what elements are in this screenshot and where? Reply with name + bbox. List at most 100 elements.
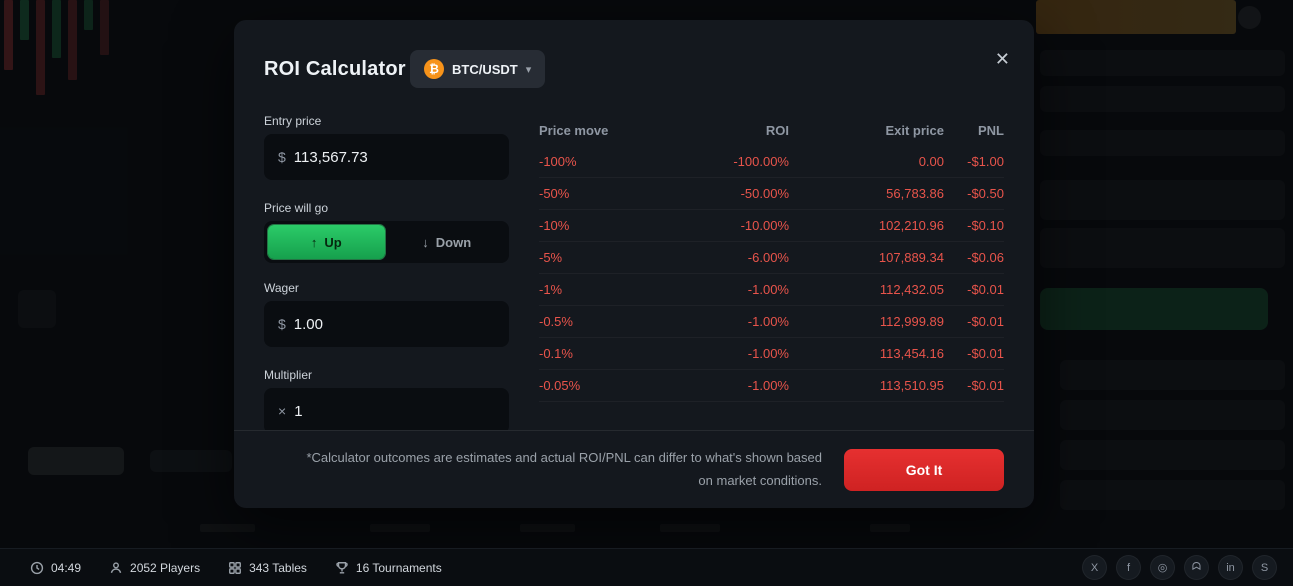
table-row: -1% -1.00% 112,432.05 -$0.01 bbox=[539, 274, 1004, 306]
cell-pnl: -$0.01 bbox=[967, 314, 1004, 329]
cell-roi: -1.00% bbox=[747, 346, 789, 361]
cell-pnl: -$0.01 bbox=[967, 346, 1004, 361]
cell-exit-price: 113,510.95 bbox=[879, 378, 944, 393]
status-bar: 04:49 2052 Players 343 Tables 16 Tournam… bbox=[0, 548, 1293, 586]
cell-exit-price: 56,783.86 bbox=[886, 186, 944, 201]
tables-label: 343 Tables bbox=[249, 560, 307, 575]
cell-roi: -100.00% bbox=[733, 154, 789, 169]
cell-roi: -10.00% bbox=[740, 218, 789, 233]
col-pnl: PNL bbox=[978, 122, 1004, 138]
cell-price-move: -0.1% bbox=[539, 346, 573, 361]
table-row: -50% -50.00% 56,783.86 -$0.50 bbox=[539, 178, 1004, 210]
direction-label: Price will go bbox=[264, 201, 329, 215]
modal-footer: *Calculator outcomes are estimates and a… bbox=[234, 431, 1034, 508]
cell-exit-price: 107,889.34 bbox=[878, 250, 944, 265]
cell-roi: -1.00% bbox=[747, 282, 789, 297]
pair-selector-dropdown[interactable]: ₿ BTC/USDT ▾ bbox=[410, 50, 546, 88]
table-row: -5% -6.00% 107,889.34 -$0.06 bbox=[539, 242, 1004, 274]
up-label: Up bbox=[324, 234, 342, 250]
wager-field[interactable]: $ 1.00 bbox=[264, 301, 509, 347]
arrow-up-icon: ↑ bbox=[310, 234, 318, 250]
multiplier-value: 1 bbox=[294, 402, 303, 420]
got-it-button[interactable]: Got It bbox=[844, 448, 1004, 491]
discord-icon[interactable]: ᗣ bbox=[1184, 555, 1209, 580]
players-label: 2052 Players bbox=[130, 560, 201, 575]
wager-value: 1.00 bbox=[293, 315, 323, 333]
calculator-form: Entry price $ 113,567.73 Price will go ↑… bbox=[264, 108, 509, 430]
cell-price-move: -1% bbox=[539, 282, 563, 297]
table-row: -0.1% -1.00% 113,454.16 -$0.01 bbox=[539, 338, 1004, 370]
cell-exit-price: 112,432.05 bbox=[879, 282, 944, 297]
dollar-prefix: $ bbox=[278, 316, 286, 332]
bitcoin-icon: ₿ bbox=[424, 59, 444, 79]
cell-roi: -1.00% bbox=[747, 378, 789, 393]
x-icon[interactable]: X bbox=[1082, 555, 1107, 580]
entry-price-value: 113,567.73 bbox=[293, 148, 368, 166]
disclaimer-text: *Calculator outcomes are estimates and a… bbox=[306, 447, 822, 491]
modal-body: Entry price $ 113,567.73 Price will go ↑… bbox=[234, 108, 1034, 430]
facebook-icon[interactable]: f bbox=[1116, 555, 1141, 580]
col-exit-price: Exit price bbox=[885, 122, 944, 138]
close-icon[interactable]: ✕ bbox=[994, 49, 1010, 69]
col-roi: ROI bbox=[765, 122, 789, 138]
direction-down-button[interactable]: ↓ Down bbox=[389, 225, 506, 259]
session-time: 04:49 bbox=[30, 561, 81, 575]
disclaimer-line1: *Calculator outcomes are estimates and a… bbox=[306, 450, 822, 466]
footer-divider bbox=[234, 430, 1034, 431]
direction-toggle: ↑ Up ↓ Down bbox=[264, 221, 509, 263]
steam-icon[interactable]: S bbox=[1252, 555, 1277, 580]
entry-price-label: Entry price bbox=[264, 114, 322, 128]
cell-exit-price: 0.00 bbox=[918, 154, 944, 169]
multiplier-prefix: × bbox=[278, 403, 287, 419]
cell-pnl: -$1.00 bbox=[967, 154, 1004, 169]
multiplier-field[interactable]: × 1 bbox=[264, 388, 509, 430]
tables-icon bbox=[228, 561, 242, 575]
arrow-down-icon: ↓ bbox=[422, 234, 429, 250]
cell-exit-price: 113,454.16 bbox=[879, 346, 944, 361]
cell-pnl: -$0.50 bbox=[967, 186, 1004, 201]
entry-price-field[interactable]: $ 113,567.73 bbox=[264, 134, 509, 180]
tournaments-count[interactable]: 16 Tournaments bbox=[335, 561, 442, 575]
cell-pnl: -$0.06 bbox=[967, 250, 1004, 265]
cell-price-move: -10% bbox=[539, 218, 570, 233]
cell-price-move: -100% bbox=[539, 154, 577, 169]
cell-pnl: -$0.01 bbox=[967, 282, 1004, 297]
table-row: -100% -100.00% 0.00 -$1.00 bbox=[539, 146, 1004, 178]
cell-exit-price: 112,999.89 bbox=[879, 314, 944, 329]
direction-up-button[interactable]: ↑ Up bbox=[268, 225, 385, 259]
clock-icon bbox=[30, 561, 44, 575]
instagram-icon[interactable]: ◎ bbox=[1150, 555, 1175, 580]
linkedin-icon[interactable]: in bbox=[1218, 555, 1243, 580]
pair-label: BTC/USDT bbox=[452, 61, 518, 77]
player-icon bbox=[109, 561, 123, 575]
roi-calculator-modal: ROI Calculator ₿ BTC/USDT ▾ ✕ Entry pric… bbox=[234, 20, 1034, 508]
wager-label: Wager bbox=[264, 281, 299, 295]
cell-price-move: -5% bbox=[539, 250, 563, 265]
cell-exit-price: 102,210.96 bbox=[878, 218, 944, 233]
cell-pnl: -$0.10 bbox=[967, 218, 1004, 233]
table-body: -100% -100.00% 0.00 -$1.00 -50% -50.00% … bbox=[539, 146, 1004, 402]
table-row: -10% -10.00% 102,210.96 -$0.10 bbox=[539, 210, 1004, 242]
roi-table: Price move ROI Exit price PNL -100% -100… bbox=[539, 120, 1004, 402]
modal-title: ROI Calculator bbox=[264, 58, 406, 80]
multiplier-label: Multiplier bbox=[264, 368, 313, 382]
col-price-move: Price move bbox=[539, 122, 609, 138]
table-header-row: Price move ROI Exit price PNL bbox=[539, 120, 1004, 140]
players-count[interactable]: 2052 Players bbox=[109, 561, 200, 575]
cell-roi: -50.00% bbox=[740, 186, 789, 201]
cell-price-move: -0.05% bbox=[539, 378, 581, 393]
social-links: X f ◎ ᗣ in S bbox=[1082, 555, 1277, 580]
cell-pnl: -$0.01 bbox=[967, 378, 1004, 393]
tournaments-label: 16 Tournaments bbox=[355, 560, 442, 575]
table-row: -0.5% -1.00% 112,999.89 -$0.01 bbox=[539, 306, 1004, 338]
cell-roi: -6.00% bbox=[747, 250, 789, 265]
disclaimer-line2: on market conditions. bbox=[698, 472, 822, 488]
cell-roi: -1.00% bbox=[747, 314, 789, 329]
time-label: 04:49 bbox=[51, 560, 82, 575]
tournaments-icon bbox=[335, 561, 349, 575]
down-label: Down bbox=[435, 234, 472, 250]
chevron-down-icon: ▾ bbox=[525, 63, 532, 76]
tables-count[interactable]: 343 Tables bbox=[228, 561, 307, 575]
cell-price-move: -0.5% bbox=[539, 314, 573, 329]
